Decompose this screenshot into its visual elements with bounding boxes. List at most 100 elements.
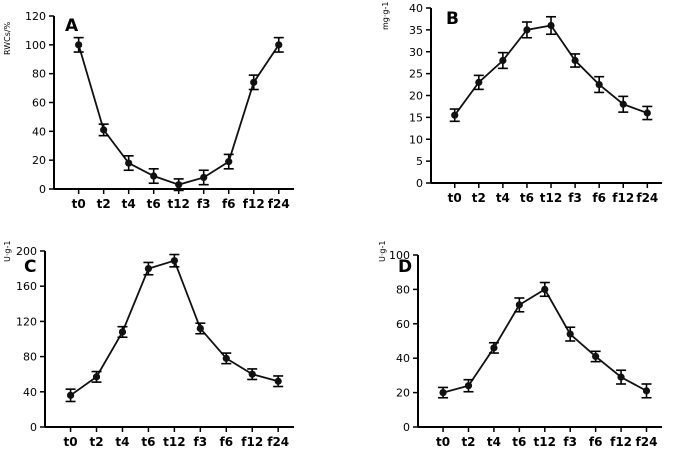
series-line-d xyxy=(442,288,647,394)
x-tick-label-a: f3 xyxy=(197,197,211,211)
panel-label-c: C xyxy=(24,257,36,277)
data-point-c xyxy=(118,328,127,336)
x-tick-label-a: t2 xyxy=(97,197,111,211)
x-tick-label-c: t2 xyxy=(89,435,103,449)
data-point-c xyxy=(274,377,282,385)
data-point-c xyxy=(144,265,153,273)
data-point-b xyxy=(451,111,459,119)
x-tick-label-b: t0 xyxy=(448,191,462,205)
x-tick-label-c: t6 xyxy=(141,435,155,449)
data-point-d xyxy=(464,382,473,390)
data-point-d xyxy=(566,330,574,338)
panel-label-a: A xyxy=(65,16,79,36)
x-tick-label-a: f24 xyxy=(268,197,290,211)
y-tick-label-d: 60 xyxy=(396,318,410,331)
x-tick-label-b: t4 xyxy=(496,191,510,205)
series-line-c xyxy=(70,259,279,397)
y-tick-label-d: 40 xyxy=(396,352,410,365)
data-point-c xyxy=(196,324,204,333)
y-tick-label-a: 100 xyxy=(25,39,46,52)
series-line-a xyxy=(77,44,280,186)
data-point-b xyxy=(499,56,507,65)
x-tick-label-c: t4 xyxy=(115,435,129,449)
x-tick-label-d: t2 xyxy=(461,435,475,449)
y-tick-label-b: 0 xyxy=(416,177,423,190)
y-tick-label-a: 60 xyxy=(32,97,46,110)
x-tick-label-b: t2 xyxy=(472,191,486,205)
data-point-d xyxy=(541,285,549,293)
data-point-d xyxy=(439,389,447,397)
y-tick-label-c: 200 xyxy=(16,245,37,258)
data-point-b xyxy=(595,80,603,89)
y-axis-label-a: RWCs/% xyxy=(3,21,12,55)
x-tick-label-b: t12 xyxy=(540,191,562,205)
chart-panel-b: 0 5 10 15 20 25 30 35 40 t0 t2 t4 t6 t12 f3 f6 f12 f24 Bmg… xyxy=(381,2,662,205)
y-tick-label-d: 20 xyxy=(396,387,410,400)
chart-panel-d: 0 20 40 60 80 100 t0 t2 t4 t6 t12 f3 f6 f12 f24 D U·g-1 xyxy=(378,241,662,449)
x-tick-label-a: t6 xyxy=(147,197,161,211)
y-tick-label-c: 160 xyxy=(16,280,37,293)
y-tick-label-b: 25 xyxy=(409,68,423,81)
x-tick-label-a: t4 xyxy=(122,197,136,211)
x-tick-label-d: t6 xyxy=(512,435,526,449)
chart-panel-a: 0 20 40 60 80 100 120 t0 t2 t4 t6 t12 f3 f6 f12 f24 A RWC… xyxy=(3,10,294,211)
data-point-a xyxy=(225,158,233,166)
y-tick-label-c: 80 xyxy=(23,351,37,364)
x-tick-label-a: f6 xyxy=(222,197,236,211)
y-tick-label-a: 80 xyxy=(32,68,46,81)
x-tick-label-d: f24 xyxy=(636,435,658,449)
y-tick-label-d: 100 xyxy=(389,249,410,262)
y-tick-label-a: 40 xyxy=(32,125,46,138)
data-point-d xyxy=(490,344,498,352)
x-tick-label-d: t12 xyxy=(534,435,556,449)
x-tick-label-c: f6 xyxy=(219,435,233,449)
data-point-a xyxy=(275,41,283,49)
panel-label-b: B xyxy=(446,9,459,29)
data-point-a xyxy=(175,181,183,189)
x-tick-label-a: t12 xyxy=(167,197,189,211)
y-tick-label-d: 0 xyxy=(403,421,410,434)
data-point-b xyxy=(523,26,531,34)
y-axis-label-d: U·g-1 xyxy=(378,241,387,262)
data-point-d xyxy=(642,387,651,395)
series-line-b xyxy=(453,24,648,116)
y-tick-label-b: 15 xyxy=(409,111,423,124)
y-axis-label-c: U·g-1 xyxy=(3,241,12,262)
data-point-c xyxy=(222,354,230,362)
x-tick-label-d: t4 xyxy=(487,435,501,449)
data-point-c xyxy=(92,373,101,381)
data-point-b xyxy=(619,100,627,108)
x-tick-label-c: f24 xyxy=(267,435,289,449)
data-point-b xyxy=(571,56,579,65)
data-point-a xyxy=(75,41,83,49)
x-tick-label-d: f6 xyxy=(589,435,603,449)
y-tick-label-b: 30 xyxy=(409,46,423,59)
y-tick-label-b: 40 xyxy=(409,2,423,15)
x-tick-label-c: f12 xyxy=(241,435,263,449)
x-tick-label-b: f6 xyxy=(592,191,606,205)
y-tick-label-a: 0 xyxy=(39,183,46,196)
x-tick-label-a: f12 xyxy=(243,197,265,211)
data-point-a xyxy=(100,126,108,134)
x-tick-label-d: f3 xyxy=(563,435,577,449)
y-tick-label-a: 20 xyxy=(32,154,46,167)
y-tick-label-b: 5 xyxy=(416,155,423,168)
y-tick-label-b: 20 xyxy=(409,90,423,103)
data-point-a xyxy=(125,159,133,167)
y-tick-label-d: 80 xyxy=(396,283,410,296)
y-tick-label-b: 35 xyxy=(409,24,423,37)
x-tick-label-b: t6 xyxy=(520,191,534,205)
chart-panel-c: 0 40 80 120 160 200 t0 t2 t4 t6 t12 f3 f6 f12 f24 C U·g-… xyxy=(3,241,294,449)
data-point-a xyxy=(150,172,158,180)
x-tick-label-b: f24 xyxy=(636,191,658,205)
data-point-d xyxy=(515,301,523,309)
y-axis-label-b: mg·g-1 xyxy=(381,2,390,30)
x-tick-label-d: f12 xyxy=(610,435,632,449)
x-tick-label-d: t0 xyxy=(436,435,450,449)
x-tick-label-b: f12 xyxy=(612,191,634,205)
data-point-b xyxy=(475,78,483,86)
x-tick-label-a: t0 xyxy=(72,197,86,211)
data-point-c xyxy=(170,257,178,265)
data-point-b xyxy=(547,21,555,30)
